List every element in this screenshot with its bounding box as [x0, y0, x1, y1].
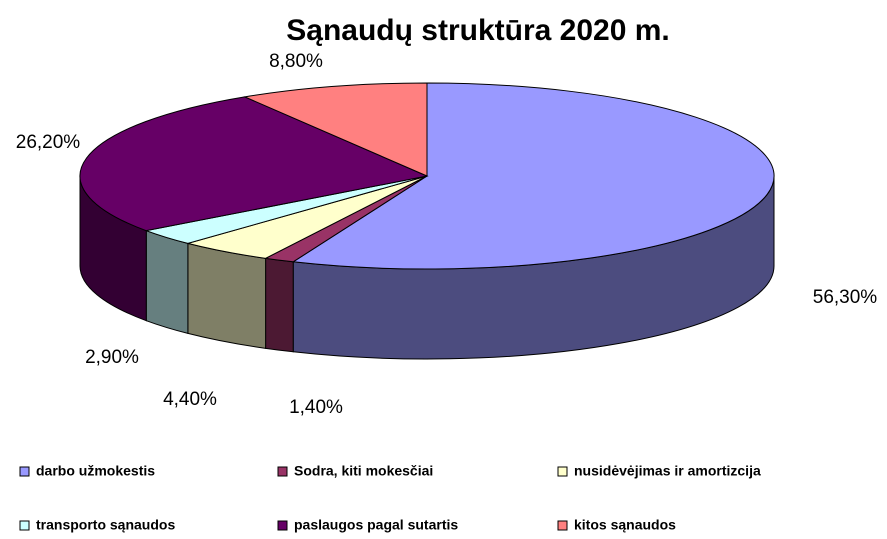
legend-swatch	[557, 466, 568, 477]
slice	[243, 82, 428, 177]
slice-side	[145, 229, 189, 335]
slice	[79, 96, 429, 232]
slice-side	[187, 242, 267, 349]
legend-label: kitos sąnaudos	[574, 517, 676, 533]
legend-swatch	[19, 520, 30, 531]
slice	[291, 82, 775, 270]
legend-label: paslaugos pagal sutartis	[294, 517, 458, 533]
data-label: 26,20%	[16, 132, 81, 153]
data-label: 8,80%	[269, 51, 323, 72]
legend-swatch	[277, 520, 288, 531]
data-label: 1,40%	[289, 397, 343, 418]
data-label: 4,40%	[163, 389, 217, 410]
legend-label: Sodra, kiti mokesčiai	[294, 463, 433, 479]
data-label: 2,90%	[85, 347, 139, 368]
legend-label: nusidėvėjimas ir amortizcija	[574, 463, 761, 479]
chart-title: Sąnaudų struktūra 2020 m.	[286, 14, 669, 47]
legend-swatch	[557, 520, 568, 531]
legend-swatch	[19, 466, 30, 477]
slice-side	[265, 257, 294, 353]
data-label: 56,30%	[813, 287, 878, 308]
legend-label: transporto sąnaudos	[36, 517, 175, 533]
legend-label: darbo užmokestis	[36, 463, 155, 479]
legend-swatch	[277, 466, 288, 477]
